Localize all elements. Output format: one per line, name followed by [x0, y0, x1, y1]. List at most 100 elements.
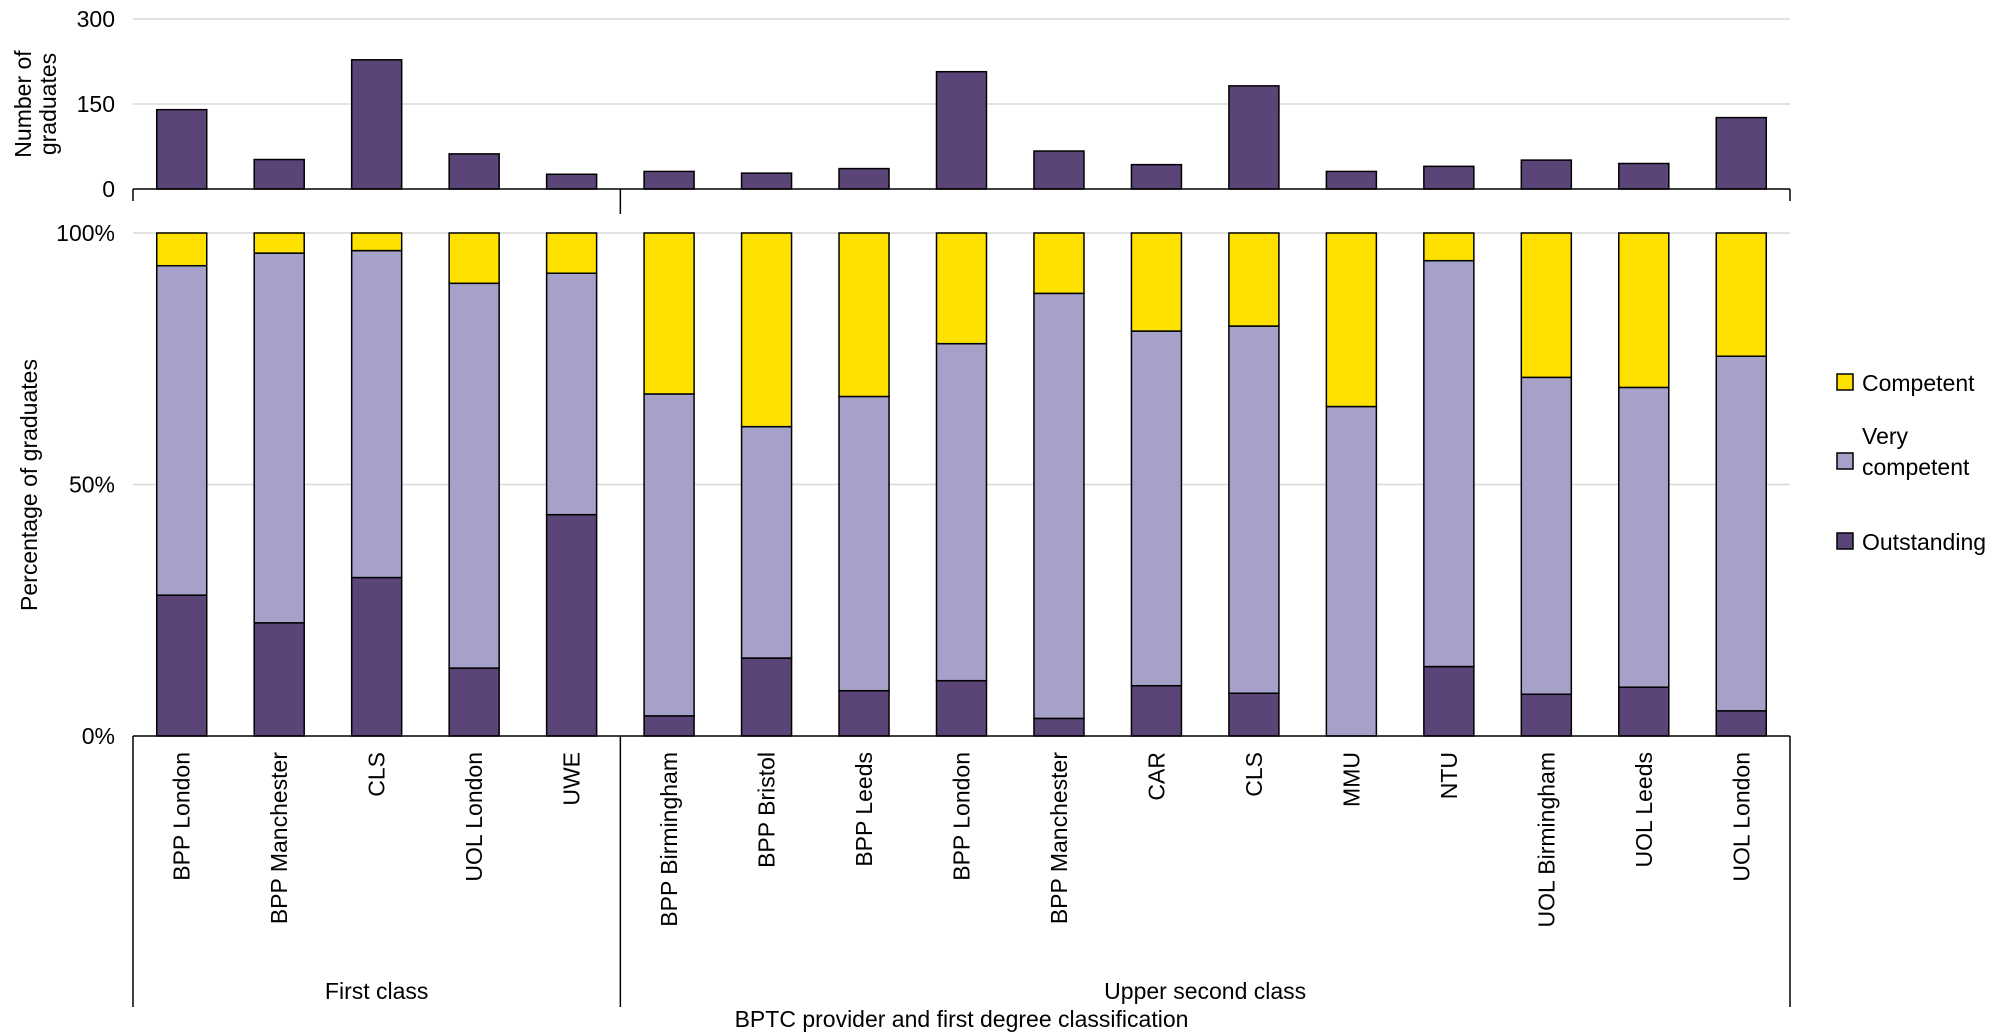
- bar-competent: [253, 232, 305, 254]
- bar-very-competent: [253, 252, 305, 624]
- bottom-ytick-label: 50%: [69, 472, 115, 498]
- bar-competent: [643, 232, 695, 395]
- group-label: Upper second class: [1104, 978, 1306, 1004]
- category-label: BPP Birmingham: [656, 752, 682, 927]
- legend-swatch: [1836, 452, 1854, 470]
- bar-outstanding: [1033, 717, 1085, 737]
- legend-label: Competent: [1862, 370, 1975, 396]
- bar-very-competent: [1130, 330, 1183, 687]
- bar-very-competent: [1423, 259, 1475, 668]
- bottom-ytick-label: 0%: [82, 723, 115, 749]
- category-label: NTU: [1436, 752, 1462, 799]
- bar-outstanding: [545, 513, 598, 737]
- bar-very-competent: [838, 395, 890, 692]
- category-label: UWE: [559, 752, 585, 806]
- bar-competent: [838, 232, 890, 398]
- bar-competent: [1325, 232, 1378, 408]
- bar-outstanding: [740, 657, 793, 737]
- bar-competent: [545, 232, 598, 274]
- category-label: CLS: [1241, 752, 1267, 797]
- bar-outstanding: [643, 715, 695, 737]
- legend-swatch: [1836, 532, 1854, 550]
- bar-outstanding: [253, 622, 305, 737]
- bar-competent: [1520, 232, 1573, 379]
- group-label: First class: [325, 978, 429, 1004]
- bar-very-competent: [448, 282, 500, 669]
- bar-outstanding: [1520, 693, 1573, 737]
- bar-competent: [1423, 232, 1475, 262]
- top-bar: [1520, 159, 1573, 190]
- top-bar: [350, 59, 403, 190]
- legend-swatch: [1836, 373, 1854, 391]
- top-bar: [253, 158, 305, 190]
- bar-outstanding: [1618, 686, 1670, 737]
- bar-outstanding: [155, 594, 208, 737]
- top-bar: [838, 167, 890, 190]
- top-ytick-label: 300: [77, 6, 115, 32]
- bar-very-competent: [1520, 376, 1573, 696]
- top-bar: [1228, 85, 1280, 190]
- top-bar: [448, 153, 500, 190]
- bar-very-competent: [740, 425, 793, 659]
- bar-competent: [1228, 232, 1280, 327]
- bar-competent: [350, 232, 403, 252]
- top-bar: [1325, 170, 1378, 190]
- bar-competent: [155, 232, 208, 267]
- top-bar: [1618, 162, 1670, 190]
- bar-outstanding: [350, 576, 403, 737]
- top-bar: [545, 173, 598, 190]
- top-bar: [740, 172, 793, 190]
- bar-competent: [1033, 232, 1085, 295]
- top-ytick-label: 0: [102, 176, 115, 202]
- category-label: BPP Bristol: [754, 752, 780, 868]
- bar-very-competent: [1033, 292, 1085, 720]
- bar-competent: [935, 232, 988, 345]
- top-bar: [1130, 163, 1183, 190]
- bar-outstanding: [1423, 665, 1475, 737]
- category-label: CAR: [1143, 752, 1169, 801]
- legend-label: Outstanding: [1862, 529, 1986, 555]
- top-ylabel: Number ofgraduates: [10, 50, 61, 158]
- bar-very-competent: [935, 342, 988, 682]
- category-label: BPP Manchester: [1046, 752, 1072, 925]
- category-label: CLS: [364, 752, 390, 797]
- category-label: BPP Manchester: [266, 752, 292, 925]
- top-bar: [1715, 116, 1768, 190]
- bar-very-competent: [1325, 405, 1378, 737]
- bar-outstanding: [1228, 692, 1280, 737]
- category-label: MMU: [1338, 752, 1364, 807]
- category-label: UOL Birmingham: [1533, 752, 1559, 928]
- top-ytick-label: 150: [77, 91, 115, 117]
- bar-outstanding: [1715, 710, 1768, 737]
- top-bar: [155, 108, 208, 190]
- legend-label: competent: [1862, 454, 1970, 480]
- top-bar: [1033, 150, 1085, 190]
- bar-competent: [1715, 232, 1768, 357]
- bottom-ylabel: Percentage of graduates: [16, 359, 42, 611]
- category-label: UOL London: [461, 752, 487, 882]
- category-label: BPP London: [169, 752, 195, 881]
- bar-competent: [1618, 232, 1670, 389]
- bar-very-competent: [1715, 355, 1768, 712]
- bar-very-competent: [643, 393, 695, 717]
- top-bar: [643, 170, 695, 190]
- bar-outstanding: [448, 667, 500, 737]
- category-label: UOL London: [1728, 752, 1754, 882]
- bar-outstanding: [1130, 684, 1183, 737]
- bar-competent: [1130, 232, 1183, 332]
- category-label: BPP London: [949, 752, 975, 881]
- bar-very-competent: [545, 272, 598, 516]
- bar-outstanding: [838, 689, 890, 737]
- bar-very-competent: [155, 264, 208, 596]
- top-bar: [935, 70, 988, 190]
- top-bar: [1423, 165, 1475, 190]
- legend-label: Very: [1862, 423, 1909, 449]
- category-label: UOL Leeds: [1631, 752, 1657, 868]
- x-axis-title: BPTC provider and first degree classific…: [735, 1006, 1189, 1032]
- bar-competent: [740, 232, 793, 428]
- bottom-ytick-label: 100%: [56, 220, 115, 246]
- bar-competent: [448, 232, 500, 285]
- bar-very-competent: [1228, 325, 1280, 694]
- bar-outstanding: [935, 679, 988, 737]
